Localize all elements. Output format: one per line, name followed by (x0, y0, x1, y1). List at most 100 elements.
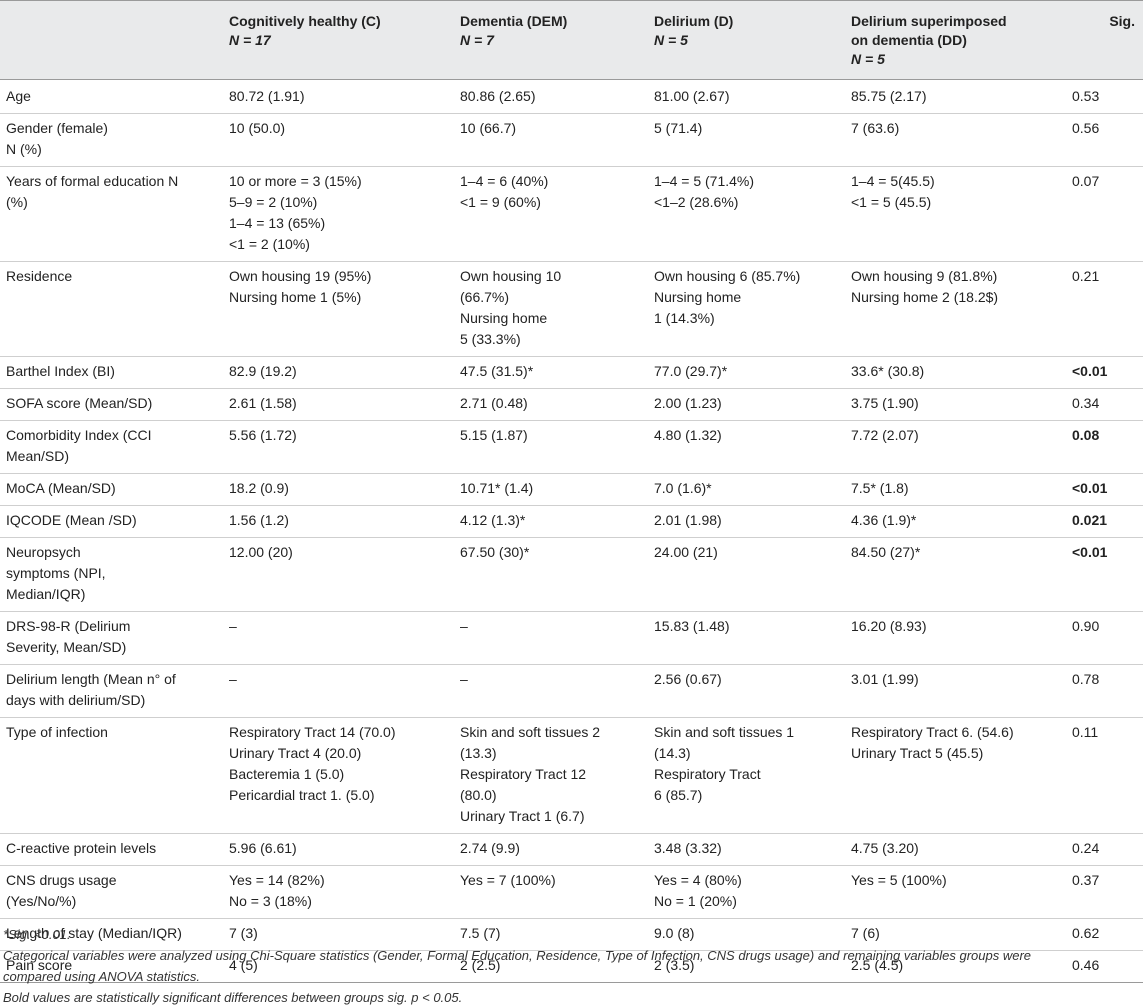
cell-delirium: 77.0 (29.7)* (648, 356, 845, 389)
cell-variable: Comorbidity Index (CCI Mean/SD) (0, 420, 223, 474)
cell-sig: <0.01 (1068, 537, 1143, 612)
cell-line: Nursing home 1 (5%) (229, 289, 362, 305)
header-dem-n: N = 7 (460, 32, 494, 48)
cell-line: (80.0) (460, 787, 497, 803)
cell-line: 3.75 (1.90) (851, 395, 919, 411)
cell-sig: 0.11 (1068, 717, 1143, 834)
cell-dementia: 4.12 (1.3)* (454, 505, 648, 538)
cell-delirium-on-dementia: 85.75 (2.17) (845, 79, 1068, 114)
header-variable (0, 0, 223, 80)
cell-dementia: 1–4 = 6 (40%) <1 = 9 (60%) (454, 166, 648, 262)
cell-delirium-on-dementia: 16.20 (8.93) (845, 611, 1068, 665)
cell-line: <1 = 5 (45.5) (851, 194, 932, 210)
cell-delirium-on-dementia: 2.5 (4.5) (845, 950, 1068, 983)
cell-dementia: Skin and soft tissues 2 (13.3) Respiratory… (454, 717, 648, 834)
cell-line: 1–4 = 5 (71.4%) (654, 173, 755, 189)
cell-variable: Neuropsych symptoms (NPI, Median/IQR) (0, 537, 223, 612)
cell-variable: Barthel Index (BI) (0, 356, 223, 389)
cell-line: (%) (6, 194, 28, 210)
cell-line: Nursing home (654, 289, 742, 305)
cell-line: 7 (3) (229, 925, 258, 941)
cell-cognitively-healthy: 2.61 (1.58) (223, 388, 454, 421)
cell-line: No = 3 (18%) (229, 893, 312, 909)
cell-dementia: 67.50 (30)* (454, 537, 648, 612)
cell-line: 5.56 (1.72) (229, 427, 297, 443)
cell-line: (Yes/No/%) (6, 893, 77, 909)
header-cognitively-healthy: Cognitively healthy (C) N = 17 (223, 0, 454, 80)
cell-delirium-on-dementia: 3.01 (1.99) (845, 664, 1068, 718)
cell-line: 2.61 (1.58) (229, 395, 297, 411)
cell-delirium-on-dementia: Yes = 5 (100%) (845, 865, 1068, 919)
table-row: Length of stay (Median/IQR) 7 (3) 7.5 (7) 9… (0, 918, 1143, 951)
cell-line: Delirium length (Mean n° of (6, 671, 176, 687)
table-row: Comorbidity Index (CCI Mean/SD) 5.56 (1.72… (0, 420, 1143, 474)
cell-line: Gender (female) (6, 120, 108, 136)
cell-variable: Residence (0, 261, 223, 357)
cell-line: – (229, 618, 237, 634)
cell-variable: Delirium length (Mean n° of days with del… (0, 664, 223, 718)
cell-line: 7.0 (1.6)* (654, 480, 712, 496)
cell-dementia: 10.71* (1.4) (454, 473, 648, 506)
cell-line: CNS drugs usage (6, 872, 117, 888)
cell-dementia: 7.5 (7) (454, 918, 648, 951)
cell-line: Pericardial tract 1. (5.0) (229, 787, 375, 803)
header-sig: Sig. (1068, 0, 1143, 80)
cell-dementia: 80.86 (2.65) (454, 79, 648, 114)
cell-cognitively-healthy: 18.2 (0.9) (223, 473, 454, 506)
cell-line: Age (6, 88, 31, 104)
cell-delirium: 5 (71.4) (648, 113, 845, 167)
cell-variable: CNS drugs usage (Yes/No/%) (0, 865, 223, 919)
cell-line: Type of infection (6, 724, 108, 740)
cell-line: Length of stay (Median/IQR) (6, 925, 182, 941)
cell-line: Nursing home 2 (18.2$) (851, 289, 999, 305)
header-c-title: Cognitively healthy (C) (229, 13, 381, 29)
cell-line: Neuropsych (6, 544, 81, 560)
table-row: Years of formal education N (%) 10 or more… (0, 166, 1143, 262)
cell-delirium-on-dementia: 1–4 = 5(45.5) <1 = 5 (45.5) (845, 166, 1068, 262)
cell-line: 84.50 (27)* (851, 544, 921, 560)
footnote-method-1: Categorical variables were analyzed usin… (3, 948, 1031, 963)
cell-line: Urinary Tract 4 (20.0) (229, 745, 362, 761)
cell-line: (14.3) (654, 745, 691, 761)
cell-sig: 0.34 (1068, 388, 1143, 421)
cell-delirium: 2.56 (0.67) (648, 664, 845, 718)
cell-line: 7.72 (2.07) (851, 427, 919, 443)
cell-line: – (229, 671, 237, 687)
cell-variable: Age (0, 79, 223, 114)
cell-line: 80.72 (1.91) (229, 88, 305, 104)
cell-line: 67.50 (30)* (460, 544, 530, 560)
cell-line: 5 (33.3%) (460, 331, 521, 347)
cell-line: 85.75 (2.17) (851, 88, 927, 104)
cell-variable: IQCODE (Mean /SD) (0, 505, 223, 538)
cell-line: 7 (63.6) (851, 120, 900, 136)
cell-delirium: 3.48 (3.32) (648, 833, 845, 866)
table-row: IQCODE (Mean /SD) 1.56 (1.2) 4.12 (1.3)* 2.… (0, 505, 1143, 538)
cell-line: Skin and soft tissues 2 (460, 724, 601, 740)
footnote-sig: *Sig. <0.01. (3, 927, 71, 942)
table-row: Type of infection Respiratory Tract 14 (7… (0, 717, 1143, 834)
cell-line: 4.80 (1.32) (654, 427, 722, 443)
cell-line: 5.96 (6.61) (229, 840, 297, 856)
cell-cognitively-healthy: 1.56 (1.2) (223, 505, 454, 538)
cell-cognitively-healthy: Own housing 19 (95%) Nursing home 1 (5%) (223, 261, 454, 357)
cell-cognitively-healthy: 12.00 (20) (223, 537, 454, 612)
cell-cognitively-healthy: 5.96 (6.61) (223, 833, 454, 866)
header-dem-title: Dementia (DEM) (460, 13, 568, 29)
cell-line: days with delirium/SD) (6, 692, 146, 708)
cell-delirium-on-dementia: Own housing 9 (81.8%) Nursing home 2 (18.… (845, 261, 1068, 357)
table-row: Neuropsych symptoms (NPI, Median/IQR) 12.00… (0, 537, 1143, 612)
cell-line: 82.9 (19.2) (229, 363, 297, 379)
cell-line: 12.00 (20) (229, 544, 293, 560)
cell-line: 5 (71.4) (654, 120, 703, 136)
header-dd-title-2: on dementia (DD) (851, 32, 967, 48)
cell-line: 6 (85.7) (654, 787, 703, 803)
cell-line: 16.20 (8.93) (851, 618, 927, 634)
footnote-method-2: compared using ANOVA statistics. (3, 969, 201, 984)
cell-sig: 0.62 (1068, 918, 1143, 951)
cell-delirium: Skin and soft tissues 1 (14.3) Respiratory… (648, 717, 845, 834)
cell-line: Residence (6, 268, 73, 284)
cell-line: Own housing 9 (81.8%) (851, 268, 998, 284)
cell-variable: DRS-98-R (Delirium Severity, Mean/SD) (0, 611, 223, 665)
header-c-n: N = 17 (229, 32, 271, 48)
cell-line: Years of formal education N (6, 173, 179, 189)
